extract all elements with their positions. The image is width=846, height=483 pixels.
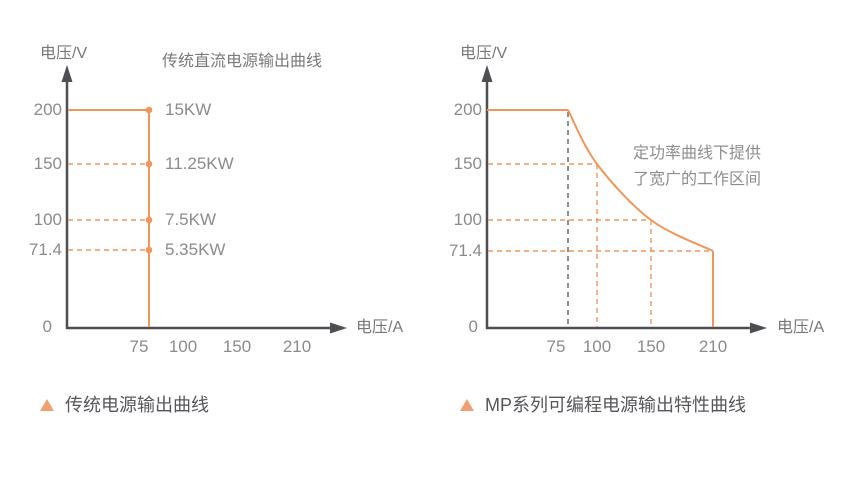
right-x-tick-75: 75: [546, 337, 566, 356]
left-x-tick-210: 210: [282, 337, 312, 356]
right-caption-text: MP系列可编程电源输出特性曲线: [485, 395, 746, 415]
right-x-axis-label: 电压/A: [777, 319, 825, 336]
left-origin-label: 0: [42, 317, 52, 336]
right-y-axis-label: 电压/V: [460, 45, 508, 62]
right-y-tick-150: 150: [453, 154, 482, 173]
left-y-tick-200: 200: [33, 100, 62, 119]
right-caption: MP系列可编程电源输出特性曲线: [460, 392, 746, 416]
annotation-line-2: 了宽广的工作区间: [633, 171, 762, 188]
right-origin-label: 0: [468, 317, 478, 336]
left-y-axis-label: 电压/V: [40, 45, 88, 62]
right-chart-annotation: 定功率曲线下提供 了宽广的工作区间: [633, 141, 761, 193]
left-y-tick-150: 150: [33, 154, 62, 173]
power-label-5-35kw: 5.35KW: [165, 240, 226, 259]
power-label-7-5kw: 7.5KW: [165, 210, 217, 229]
right-x-tick-100: 100: [582, 337, 612, 356]
left-caption: 传统电源输出曲线: [40, 392, 209, 416]
power-label-11-25kw: 11.25KW: [165, 154, 234, 173]
right-y-tick-200: 200: [453, 100, 482, 119]
left-x-axis-label: 电压/A: [356, 319, 404, 336]
right-y-tick-100: 100: [453, 210, 482, 229]
left-y-tick-71-4: 71.4: [28, 240, 62, 259]
left-y-tick-100: 100: [33, 210, 62, 229]
right-y-tick-71-4: 71.4: [448, 241, 482, 260]
power-label-15kw: 15KW: [165, 100, 212, 119]
annotation-line-1: 定功率曲线下提供: [633, 145, 762, 162]
triangle-marker-icon: [40, 398, 54, 411]
left-x-tick-75: 75: [129, 337, 149, 356]
left-x-tick-150: 150: [222, 337, 252, 356]
right-x-tick-150: 150: [636, 337, 666, 356]
triangle-marker-icon: [460, 398, 474, 411]
left-chart-title: 传统直流电源输出曲线: [162, 53, 323, 70]
right-x-tick-210: 210: [698, 337, 728, 356]
left-caption-text: 传统电源输出曲线: [65, 395, 209, 415]
left-x-tick-100: 100: [168, 337, 198, 356]
